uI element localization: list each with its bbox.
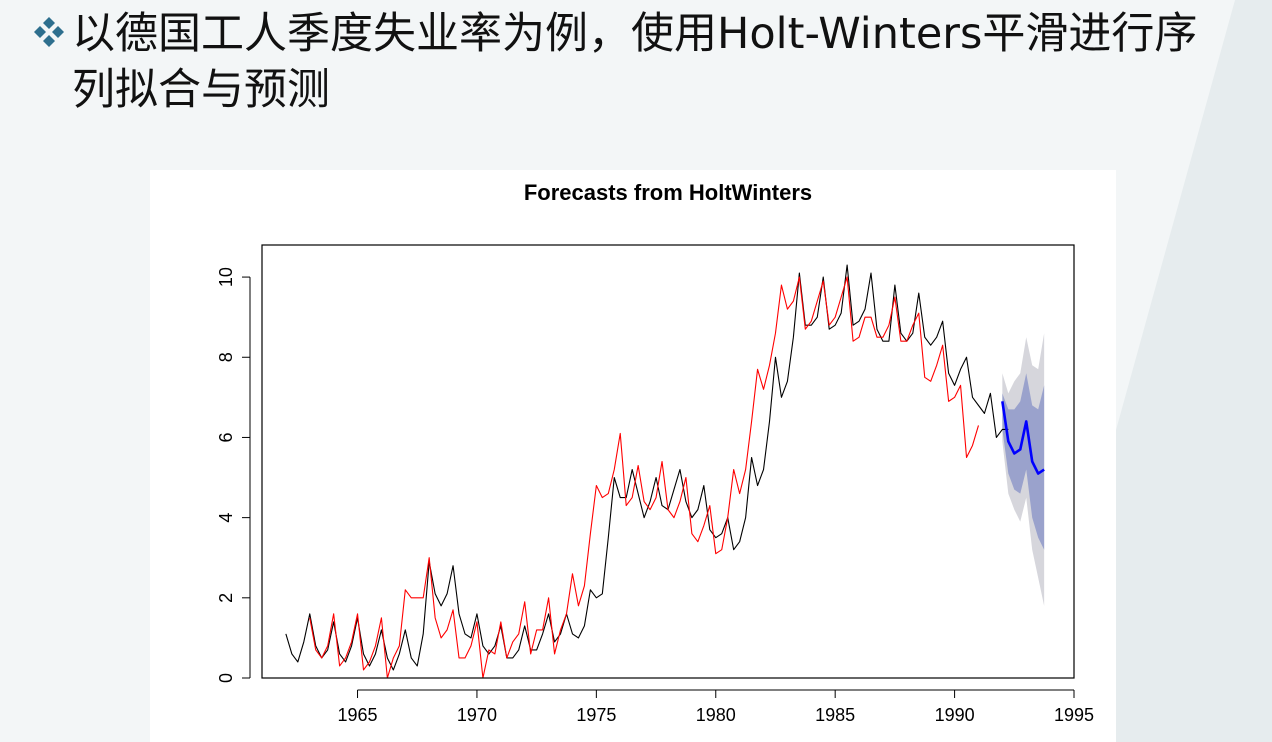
- forecast-series-line: [1001, 401, 1045, 475]
- chart-title: Forecasts from HoltWinters: [524, 180, 812, 205]
- prediction-interval-80: [1002, 373, 1045, 550]
- slide-title: 以德国工人季度失业率为例，使用Holt-Winters平滑进行序列拟合与预测: [32, 6, 1232, 118]
- chart-panel: Forecasts from HoltWinters 1965 1970 1975 1…: [150, 170, 1116, 742]
- x-tick-label: 1975: [576, 705, 616, 725]
- x-tick-label: 1990: [935, 705, 975, 725]
- observed-series-line: [285, 264, 1009, 671]
- y-tick-label: 6: [216, 432, 236, 442]
- y-tick-label: 8: [216, 352, 236, 362]
- axes: 1965 1970 1975 1980 1985 1990 1995 0 2 4 6 8 10: [216, 267, 1094, 725]
- series-lines: [285, 264, 1045, 679]
- title-text: 以德国工人季度失业率为例，使用Holt-Winters平滑进行序列拟合与预测: [72, 9, 1198, 115]
- diamond-cluster-icon: [32, 6, 72, 62]
- plot-frame: [261, 244, 1075, 679]
- x-tick-label: 1985: [815, 705, 855, 725]
- y-tick-label: 10: [216, 267, 236, 287]
- y-tick-label: 0: [216, 673, 236, 683]
- prediction-intervals: [1002, 333, 1045, 606]
- y-tick-label: 4: [216, 513, 236, 523]
- x-tick-label: 1980: [696, 705, 736, 725]
- y-tick-label: 2: [216, 593, 236, 603]
- x-tick-label: 1965: [338, 705, 378, 725]
- holtwinters-forecast-chart: Forecasts from HoltWinters 1965 1970 1975 1…: [216, 180, 1094, 725]
- x-tick-label: 1970: [457, 705, 497, 725]
- fitted-series-line: [309, 276, 979, 679]
- x-tick-label: 1995: [1054, 705, 1094, 725]
